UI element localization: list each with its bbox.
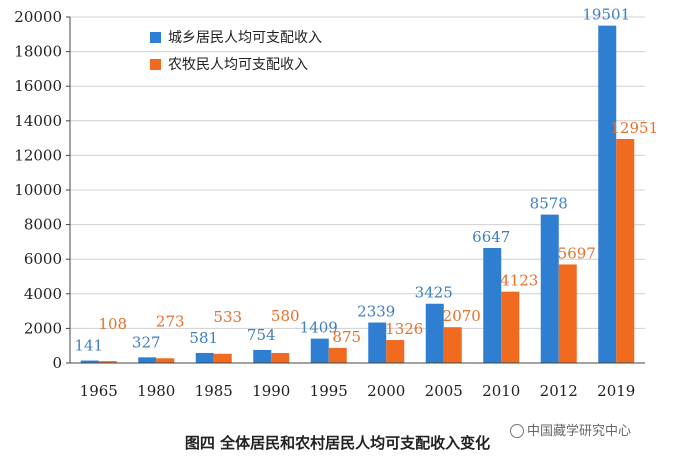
bar-rural-2012: [558, 264, 577, 363]
bar-rural-1985: [213, 353, 232, 363]
bar-urban-2000: [368, 322, 387, 363]
y-tick-label: 4000: [24, 285, 62, 303]
data-label-rural-1990: 580: [271, 307, 300, 325]
data-label-rural-1965: 108: [98, 315, 127, 333]
bar-rural-2019: [616, 138, 635, 363]
data-label-rural-2005: 2070: [443, 307, 481, 325]
figure-caption: 图四 全体居民和农村居民人均可支配收入变化: [184, 434, 491, 452]
y-tick-label: 10000: [14, 181, 62, 199]
bar-urban-1990: [253, 349, 272, 363]
grid-lines: [70, 16, 645, 364]
y-tick-label: 18000: [14, 43, 62, 61]
data-label-urban-1965: 141: [74, 337, 103, 355]
watermark: 中国藏学研究中心: [510, 420, 631, 439]
x-tick-label: 2000: [367, 382, 405, 400]
x-tick-label: 1990: [252, 382, 290, 400]
data-label-rural-2000: 1326: [385, 320, 423, 338]
legend-label-rural: 农牧民人均可支配收入: [168, 57, 308, 73]
data-label-rural-2019: 12951: [610, 119, 658, 137]
x-tick-label: 2012: [540, 382, 578, 400]
bar-urban-1980: [138, 357, 157, 363]
bar-urban-1995: [310, 338, 329, 363]
data-label-urban-2010: 6647: [472, 228, 510, 246]
y-tick-label: 8000: [24, 216, 62, 234]
bar-rural-2010: [501, 291, 520, 363]
bar-urban-2012: [540, 214, 559, 363]
data-label-rural-1980: 273: [156, 312, 185, 330]
data-label-urban-1985: 581: [189, 329, 218, 347]
data-label-urban-2012: 8578: [530, 195, 568, 213]
bar-rural-1965: [98, 361, 117, 363]
data-label-urban-1980: 327: [132, 333, 161, 351]
wechat-icon: [510, 424, 524, 438]
x-tick-label: 1985: [195, 382, 233, 400]
legend-swatch-rural: [150, 59, 161, 70]
bar-urban-2010: [483, 248, 502, 363]
y-tick-label: 14000: [14, 112, 62, 130]
data-label-rural-2010: 4123: [500, 272, 538, 290]
bar-urban-1965: [80, 360, 99, 363]
y-tick-label: 0: [52, 354, 62, 372]
bar-urban-1985: [195, 352, 214, 363]
data-label-urban-1995: 1409: [300, 319, 338, 337]
bar-rural-1990: [271, 352, 290, 363]
bar-rural-2005: [443, 327, 462, 363]
y-tick-label: 16000: [14, 77, 62, 95]
bar-rural-2000: [386, 340, 405, 363]
y-axis-ticks: 0 2000 4000 6000 8000 10000 12000 14000 16000 180…: [14, 8, 71, 372]
watermark-text: 中国藏学研究中心: [527, 424, 632, 439]
bars: [80, 25, 635, 364]
data-label-rural-1985: 533: [213, 308, 242, 326]
data-label-urban-1990: 754: [247, 326, 276, 344]
y-tick-label: 20000: [14, 8, 62, 26]
x-tick-label: 2010: [482, 382, 520, 400]
bar-urban-2005: [425, 303, 444, 363]
x-tick-label: 1995: [310, 382, 348, 400]
bar-rural-1995: [328, 347, 347, 363]
x-tick-label: 1965: [80, 382, 118, 400]
bar-rural-1980: [156, 358, 175, 363]
data-label-urban-2005: 3425: [415, 284, 453, 302]
y-tick-label: 6000: [24, 250, 62, 268]
legend-swatch-urban: [150, 32, 161, 43]
data-label-urban-2000: 2339: [357, 303, 395, 321]
x-tick-label: 2019: [597, 382, 635, 400]
legend-label-urban: 城乡居民人均可支配收入: [168, 30, 322, 46]
y-tick-label: 2000: [24, 319, 62, 337]
data-label-rural-1995: 875: [332, 328, 361, 346]
x-axis-ticks: 1965 1980 1985 1990 1995 2000 2005 2010 2012 2019: [70, 362, 645, 400]
y-tick-label: 12000: [14, 146, 62, 164]
x-tick-label: 2005: [425, 382, 463, 400]
data-label-rural-2012: 5697: [558, 244, 596, 262]
x-tick-label: 1980: [137, 382, 175, 400]
data-label-urban-2019: 19501: [582, 6, 630, 24]
bar-urban-2019: [598, 25, 617, 364]
